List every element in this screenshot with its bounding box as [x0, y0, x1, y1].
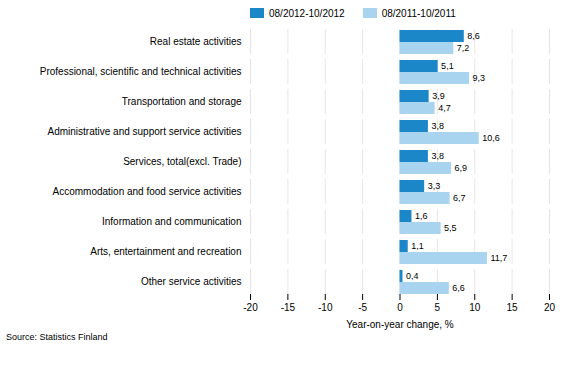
svg-text:5,5: 5,5	[444, 223, 457, 233]
svg-text:Real estate activities: Real estate activities	[150, 36, 242, 47]
svg-text:Administrative and support ser: Administrative and support service activ…	[48, 126, 242, 137]
svg-text:Arts, entertainment and recrea: Arts, entertainment and recreation	[90, 246, 241, 257]
svg-text:-10: -10	[318, 302, 333, 313]
svg-text:6,7: 6,7	[453, 193, 466, 203]
svg-text:Accommodation and food service: Accommodation and food service activitie…	[53, 186, 242, 197]
svg-text:Transportation and storage: Transportation and storage	[122, 96, 242, 107]
svg-text:5,1: 5,1	[441, 61, 454, 71]
html-text:08/2012-10/2012: 08/2012-10/2012	[269, 7, 345, 19]
svg-text:3,8: 3,8	[431, 151, 444, 161]
svg-text:Information and communication: Information and communication	[102, 216, 242, 227]
svg-text:20: 20	[544, 302, 556, 313]
svg-text:0,4: 0,4	[406, 271, 419, 281]
svg-text:Year-on-year change, %: Year-on-year change, %	[346, 319, 454, 330]
svg-text:-15: -15	[281, 302, 296, 313]
svg-text:11,7: 11,7	[490, 253, 507, 263]
svg-text:5: 5	[435, 302, 441, 313]
svg-text:7,2: 7,2	[457, 43, 470, 53]
svg-text:3,8: 3,8	[431, 121, 444, 131]
svg-text:-20: -20	[243, 302, 258, 313]
svg-text:-5: -5	[358, 302, 367, 313]
svg-text:3,9: 3,9	[432, 91, 445, 101]
svg-text:Professional, scientific and t: Professional, scientific and technical a…	[40, 66, 242, 77]
svg-text:3,3: 3,3	[428, 181, 441, 191]
svg-text:10,6: 10,6	[482, 133, 500, 143]
svg-text:10: 10	[469, 302, 481, 313]
svg-text:Services, total(excl. Trade): Services, total(excl. Trade)	[123, 156, 241, 167]
svg-text:4,7: 4,7	[438, 103, 451, 113]
svg-text:1,6: 1,6	[415, 211, 428, 221]
html-text:08/2011-10/2011: 08/2011-10/2011	[381, 7, 456, 19]
svg-text:15: 15	[507, 302, 519, 313]
svg-text:Other service activities: Other service activities	[141, 276, 242, 287]
svg-text:6,9: 6,9	[455, 163, 468, 173]
svg-text:8,6: 8,6	[467, 31, 480, 41]
html-text:Source: Statistics Finland: Source: Statistics Finland	[6, 332, 108, 342]
svg-text:0: 0	[397, 302, 403, 313]
svg-text:9,3: 9,3	[473, 73, 486, 83]
svg-text:6,6: 6,6	[452, 283, 465, 293]
svg-text:1,1: 1,1	[411, 241, 424, 251]
